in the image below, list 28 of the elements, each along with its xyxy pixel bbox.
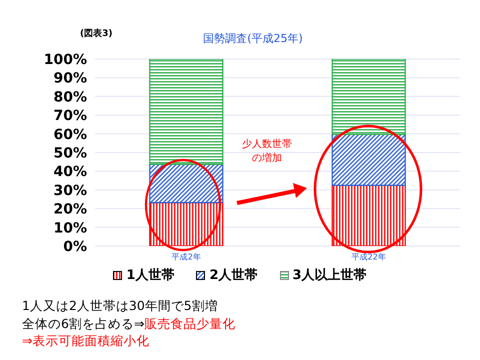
y-tick-label: 10% [53, 220, 87, 236]
x-tick-label: 平成2年 [172, 252, 201, 262]
bar [332, 59, 406, 135]
bar [149, 164, 224, 204]
bar [332, 134, 406, 186]
y-tick-label: 100% [44, 52, 87, 68]
y-tick-label: 70% [53, 108, 87, 124]
y-tick-label: 30% [53, 182, 87, 199]
bar [332, 184, 406, 246]
text: 販売食品少量化 [144, 316, 236, 330]
bar [149, 202, 224, 246]
y-tick-label: 50% [53, 145, 87, 162]
text: 1人又は2人世帯は30年間で5割増 [22, 297, 219, 314]
bar [149, 59, 224, 165]
y-tick-label: 20% [53, 202, 87, 218]
legend-label: 2人世帯 [208, 267, 258, 284]
text: ⇒表示可能面積縮小化 [22, 332, 150, 350]
legend-label: 3人以上世帯 [292, 267, 367, 284]
text: (図表3) [80, 27, 112, 40]
y-tick-label: 0% [63, 238, 87, 255]
annotation: 少人数世帯の増加 [241, 138, 293, 166]
x-tick-label: 平成22年 [352, 252, 386, 262]
chart-title: 国勢調査(平成25年) [203, 32, 303, 45]
y-tick-label: 40% [53, 164, 87, 180]
y-tick-label: 60% [53, 126, 87, 143]
y-tick-label: 80% [53, 89, 87, 106]
legend-label: 1人世帯 [125, 267, 174, 284]
y-tick-label: 90% [53, 70, 87, 87]
